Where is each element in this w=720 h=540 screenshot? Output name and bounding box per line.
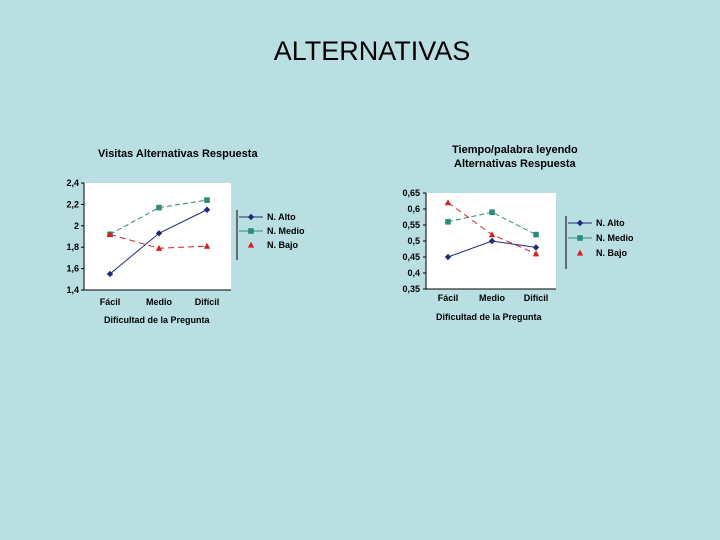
y-tick-label: 0,65 bbox=[402, 188, 420, 198]
chart-visitas: Visitas Alternativas Respuesta 2,4 2,2 2 1,… bbox=[66, 148, 305, 325]
data-point bbox=[203, 242, 211, 249]
y-tick-label: 2,4 bbox=[66, 178, 79, 188]
legend-marker bbox=[576, 249, 584, 256]
data-point bbox=[489, 209, 495, 215]
data-point bbox=[532, 244, 540, 251]
data-point bbox=[203, 206, 211, 213]
y-tick-label: 0,35 bbox=[402, 284, 420, 294]
data-point bbox=[106, 270, 114, 278]
legend-marker bbox=[247, 213, 255, 221]
legend-marker bbox=[577, 235, 583, 241]
legend-marker bbox=[248, 228, 254, 234]
x-tick-label: Difícil bbox=[524, 293, 549, 303]
data-point bbox=[155, 230, 163, 237]
x-axis-label: Dificultad de la Pregunta bbox=[436, 312, 543, 322]
data-point bbox=[204, 197, 210, 203]
y-tick-label: 2,2 bbox=[66, 199, 79, 209]
data-point bbox=[155, 244, 163, 251]
chart-tiempo-palabra: Tiempo/palabra leyendo Alternativas Resp… bbox=[402, 144, 634, 322]
legend-label: N. Alto bbox=[596, 218, 625, 228]
legend-label: N. Alto bbox=[267, 212, 296, 222]
chart-title: Visitas Alternativas Respuesta bbox=[98, 148, 258, 160]
y-tick-label: 1,8 bbox=[66, 242, 79, 252]
x-axis-label: Dificultad de la Pregunta bbox=[104, 315, 211, 325]
y-tick-label: 1,4 bbox=[66, 285, 79, 295]
data-point bbox=[488, 237, 496, 245]
y-tick-label: 1,6 bbox=[66, 264, 79, 274]
x-tick-label: Difícil bbox=[195, 297, 220, 307]
legend-marker bbox=[247, 241, 255, 248]
data-point bbox=[533, 231, 539, 238]
y-tick-label: 2 bbox=[74, 221, 79, 231]
data-point bbox=[106, 230, 114, 237]
y-tick-label: 0,55 bbox=[402, 220, 420, 230]
data-point bbox=[444, 199, 452, 206]
legend-label: N. Bajo bbox=[267, 240, 299, 250]
y-tick-label: 0,5 bbox=[407, 236, 420, 246]
y-tick-label: 0,6 bbox=[407, 204, 420, 214]
y-tick-label: 0,45 bbox=[402, 252, 420, 262]
legend-label: N. Bajo bbox=[596, 248, 628, 258]
chart-title-line-1: Tiempo/palabra leyendo bbox=[452, 144, 578, 156]
legend-marker bbox=[576, 219, 584, 227]
y-tick-label: 0,4 bbox=[407, 268, 420, 278]
series-line bbox=[109, 199, 208, 235]
data-point bbox=[444, 253, 452, 261]
x-tick-label: Medio bbox=[146, 297, 173, 307]
data-point bbox=[532, 250, 540, 257]
slide-title: ALTERNATIVAS bbox=[273, 36, 471, 66]
legend-label: N. Medio bbox=[267, 226, 305, 236]
x-tick-label: Medio bbox=[479, 293, 506, 303]
data-point bbox=[156, 204, 162, 211]
x-tick-label: Fácil bbox=[100, 297, 121, 307]
data-point bbox=[445, 219, 451, 225]
legend-label: N. Medio bbox=[596, 233, 634, 243]
chart-title-line-2: Alternativas Respuesta bbox=[454, 158, 577, 170]
data-point bbox=[488, 231, 496, 238]
x-tick-label: Fácil bbox=[438, 293, 459, 303]
